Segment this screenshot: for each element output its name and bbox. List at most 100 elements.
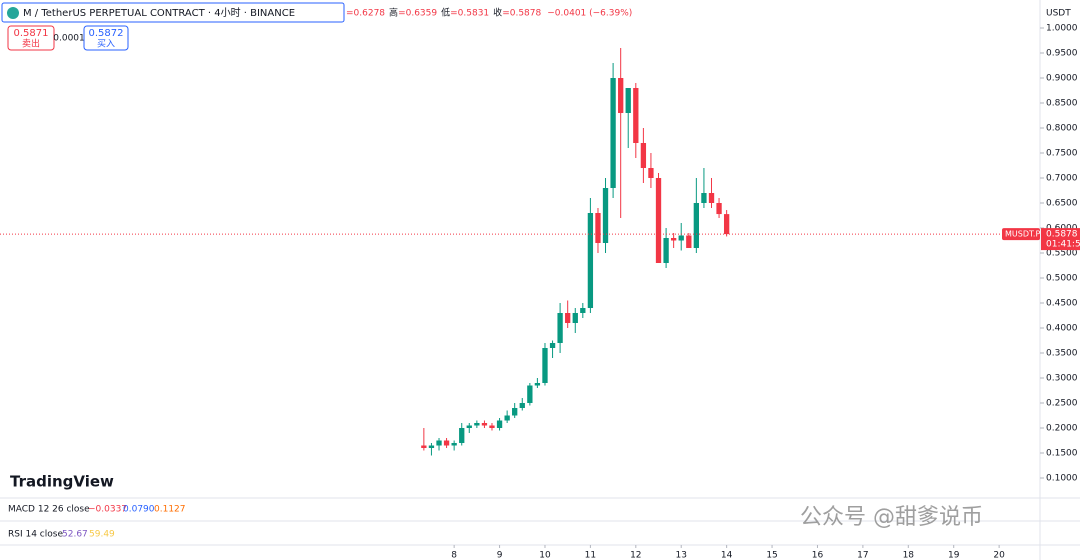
buy-label: 买入 (97, 39, 115, 50)
ohlc-value: =0.5831 (450, 9, 489, 19)
x-tick-label: 8 (451, 551, 457, 560)
candle-body (610, 78, 616, 188)
x-tick-label: 20 (993, 551, 1005, 560)
y-tick-label: 0.5000 (1046, 274, 1078, 284)
macd-value: 0.1127 (154, 505, 186, 515)
candle-body (527, 385, 533, 403)
x-tick-label: 11 (585, 551, 596, 560)
y-tick-label: 0.7500 (1046, 149, 1078, 159)
y-tick-label: 0.4500 (1046, 299, 1078, 309)
rsi-value: 52.67 (62, 530, 88, 540)
ohlc-value: =0.6278 (346, 9, 385, 19)
y-tick-label: 0.9000 (1046, 74, 1078, 84)
price-tag-value: 0.5878 (1046, 230, 1078, 240)
candle-body (519, 403, 525, 408)
price-tag (1002, 228, 1040, 241)
candle-body (602, 188, 609, 243)
x-tick-label: 14 (721, 551, 733, 560)
x-tick-label: 15 (766, 551, 777, 560)
candle-body (618, 78, 624, 113)
rsi-label: RSI 14 close (8, 530, 63, 540)
ohlc-label: 低 (441, 7, 450, 19)
candle-body (428, 445, 435, 448)
candle-body (678, 235, 684, 241)
x-tick-label: 9 (497, 551, 503, 560)
candle-body (459, 428, 465, 443)
candle-body (565, 313, 571, 323)
y-tick-label: 0.3000 (1046, 374, 1078, 384)
macd-value: 0.0790 (123, 505, 155, 515)
x-tick-label: 18 (903, 551, 915, 560)
candle-body (489, 425, 495, 428)
candle-body (693, 203, 700, 248)
y-tick-label: 0.9500 (1046, 49, 1078, 59)
y-tick-label: 0.2500 (1046, 399, 1078, 409)
candle-body (496, 420, 503, 428)
candle-body (587, 213, 594, 308)
candle-body (481, 423, 488, 426)
candle-body (686, 235, 692, 248)
y-tick-label: 0.8000 (1046, 124, 1078, 134)
ohlc-label: 收 (493, 7, 502, 19)
watermark: 公众号 @甜爹说币 (800, 505, 983, 530)
candle-body (708, 193, 715, 203)
ohlc-label: 高 (389, 7, 398, 19)
symbol-box[interactable] (1, 2, 345, 23)
candle-body (436, 440, 442, 446)
candle-body (701, 193, 707, 203)
y-tick-label: 0.2000 (1046, 424, 1078, 434)
candle-body (655, 178, 662, 263)
y-tick-label: 0.7000 (1046, 174, 1078, 184)
candle-body (443, 440, 450, 446)
candle-body (542, 348, 548, 383)
buy-price: 0.5872 (89, 28, 124, 39)
y-tick-label: 0.3500 (1046, 349, 1078, 359)
ohlc-value: −0.0401 (−6.39%) (547, 9, 632, 19)
currency: USDT (1046, 9, 1071, 19)
y-tick-label: 0.8500 (1046, 99, 1078, 109)
x-tick-label: 19 (948, 551, 960, 560)
x-tick-label: 10 (539, 551, 551, 560)
rsi-value: 59.49 (89, 530, 115, 540)
sell-button[interactable] (7, 25, 55, 51)
ohlc-value: =0.6359 (398, 9, 437, 19)
price-tag-symbol: MUSDT.P (1005, 230, 1040, 239)
spread: 0.0001 (53, 34, 85, 44)
price-tag-countdown: 01:41:56 (1046, 240, 1080, 250)
candle-body (595, 213, 601, 243)
candle-body (633, 88, 639, 143)
x-tick-label: 16 (812, 551, 824, 560)
sell-label: 卖出 (22, 38, 40, 50)
symbol-title: M / TetherUS PERPETUAL CONTRACT · 4小时 · … (23, 7, 295, 19)
candle-body (625, 88, 631, 113)
y-tick-label: 1.0000 (1046, 24, 1078, 34)
candle-body (557, 313, 563, 343)
symbol-icon (7, 7, 19, 19)
buy-button[interactable] (83, 25, 129, 51)
candle-body (580, 308, 586, 313)
candle-body (466, 425, 472, 428)
candle-body (640, 143, 647, 168)
price-tag (1041, 228, 1080, 251)
candle-body (670, 238, 677, 241)
y-tick-label: 0.4000 (1046, 324, 1078, 334)
y-tick-label: 0.1000 (1046, 474, 1078, 484)
brand: TradingView (10, 473, 114, 491)
candle-body (421, 445, 427, 448)
candle-body (504, 415, 510, 421)
candle-body (716, 203, 722, 215)
y-tick-label: 0.1500 (1046, 449, 1078, 459)
x-tick-label: 17 (857, 551, 868, 560)
candle-body (474, 423, 480, 426)
candle-body (648, 168, 654, 178)
x-tick-label: 13 (675, 551, 686, 560)
candle-body (663, 238, 669, 263)
y-tick-label: 0.6500 (1046, 199, 1078, 209)
sell-price: 0.5871 (14, 28, 49, 39)
candle-body (451, 443, 457, 446)
candle-body (549, 343, 556, 348)
x-tick-label: 12 (630, 551, 641, 560)
macd-label: MACD 12 26 close (8, 505, 90, 515)
ohlc-value: =0.5878 (502, 9, 541, 19)
